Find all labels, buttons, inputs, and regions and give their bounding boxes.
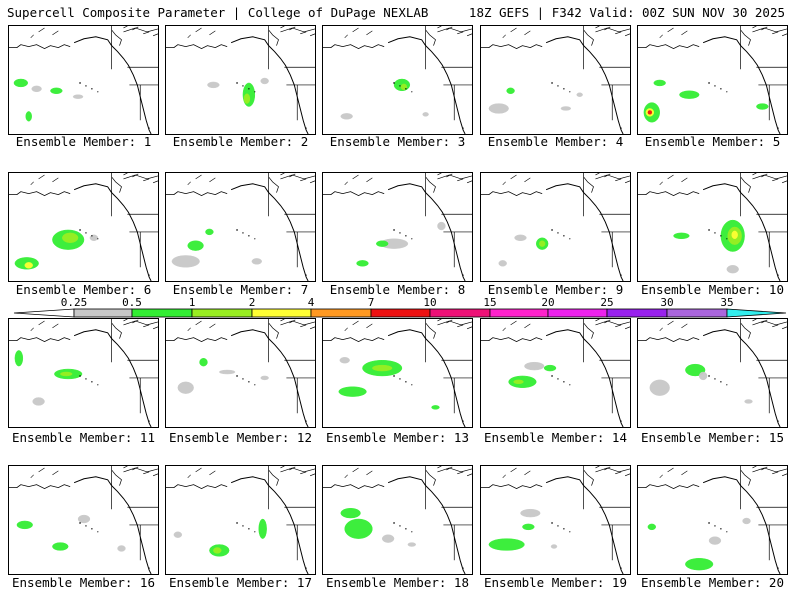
member-map-panel [637, 25, 788, 135]
member-map-panel [637, 172, 788, 282]
member-map-panel [322, 318, 473, 428]
member-map-panel [480, 318, 631, 428]
member-caption: Ensemble Member: 5 [644, 134, 781, 149]
member-map-panel [8, 465, 159, 575]
member-map-panel [8, 172, 159, 282]
legend-swatch [251, 308, 312, 318]
legend-left-arrow [13, 308, 75, 318]
member-caption: Ensemble Member: 8 [329, 282, 466, 297]
member-caption: Ensemble Member: 16 [12, 575, 155, 590]
legend-tick-label: 35 [720, 296, 734, 309]
member-caption: Ensemble Member: 4 [487, 134, 624, 149]
legend-swatch [489, 308, 549, 318]
legend-tick-label: 25 [600, 296, 614, 309]
legend-swatch [370, 308, 431, 318]
member-map-panel [480, 465, 631, 575]
member-caption: Ensemble Member: 18 [326, 575, 469, 590]
member-map-panel [637, 465, 788, 575]
member-caption: Ensemble Member: 7 [172, 282, 309, 297]
legend-swatch [131, 308, 193, 318]
member-map-panel [8, 318, 159, 428]
legend-swatch [310, 308, 372, 318]
legend-tick-label: 20 [541, 296, 555, 309]
run-info: 18Z GEFS | F342 Valid: 00Z SUN NOV 30 20… [468, 5, 785, 20]
member-caption: Ensemble Member: 6 [15, 282, 152, 297]
member-map-panel [322, 465, 473, 575]
legend-swatch [191, 308, 253, 318]
legend-tick-label: 1 [188, 296, 196, 309]
member-caption: Ensemble Member: 15 [641, 430, 784, 445]
legend-swatch [547, 308, 608, 318]
member-caption: Ensemble Member: 19 [484, 575, 627, 590]
member-map-panel [8, 25, 159, 135]
member-map-panel [480, 172, 631, 282]
legend-swatch [606, 308, 668, 318]
member-caption: Ensemble Member: 3 [329, 134, 466, 149]
member-caption: Ensemble Member: 12 [169, 430, 312, 445]
legend-tick-label: 0.5 [122, 296, 142, 309]
member-map-panel [165, 465, 316, 575]
member-caption: Ensemble Member: 10 [641, 282, 784, 297]
legend-tick-label: 4 [307, 296, 315, 309]
member-map-panel [165, 172, 316, 282]
member-map-panel [637, 318, 788, 428]
legend-tick-label: 2 [248, 296, 256, 309]
member-caption: Ensemble Member: 17 [169, 575, 312, 590]
member-map-panel [165, 25, 316, 135]
member-caption: Ensemble Member: 11 [12, 430, 155, 445]
legend-right-arrow [726, 308, 787, 318]
legend-tick-label: 0.25 [60, 296, 88, 309]
legend-tick-label: 30 [660, 296, 674, 309]
member-caption: Ensemble Member: 1 [15, 134, 152, 149]
member-caption: Ensemble Member: 14 [484, 430, 627, 445]
legend-swatch [73, 308, 133, 318]
legend-swatch [666, 308, 728, 318]
member-caption: Ensemble Member: 9 [487, 282, 624, 297]
legend-tick-label: 10 [423, 296, 437, 309]
legend-tick-label: 15 [483, 296, 497, 309]
legend-tick-label: 7 [367, 296, 375, 309]
member-caption: Ensemble Member: 2 [172, 134, 309, 149]
member-map-panel [480, 25, 631, 135]
member-caption: Ensemble Member: 20 [641, 575, 784, 590]
map-title: Supercell Composite Parameter | College … [7, 5, 429, 20]
member-map-panel [322, 172, 473, 282]
member-map-panel [165, 318, 316, 428]
color-legend: 0.25 0.5 1 2 4 7 10 15 20 25 30 35 [0, 297, 800, 321]
member-map-panel [322, 25, 473, 135]
legend-swatch [429, 308, 491, 318]
member-caption: Ensemble Member: 13 [326, 430, 469, 445]
